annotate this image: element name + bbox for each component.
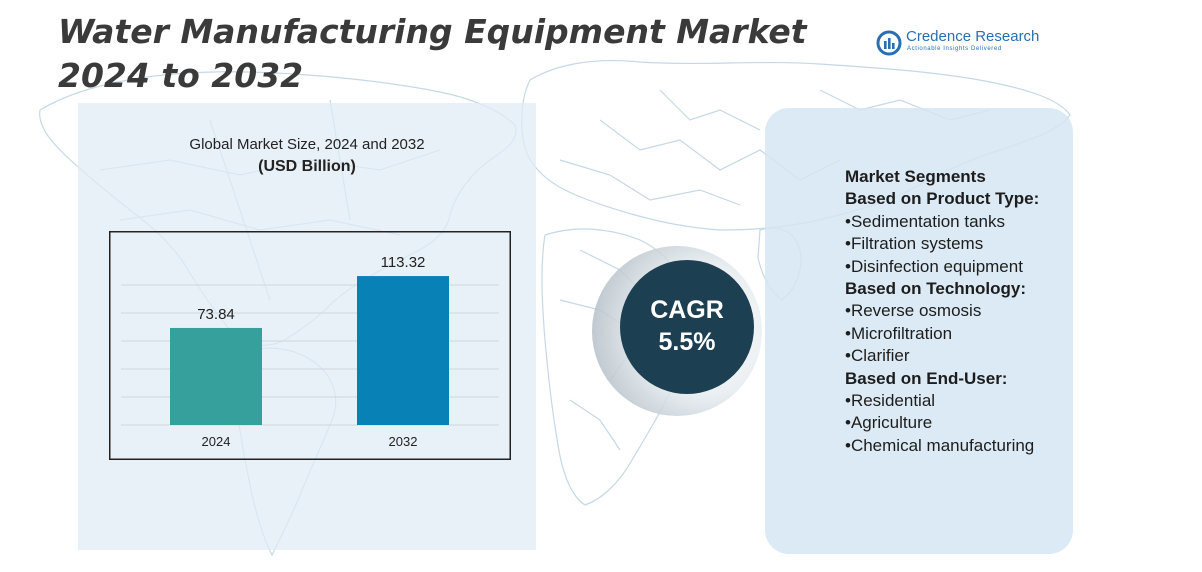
segment-item-label: Agriculture: [850, 413, 933, 433]
segment-item-label: Disinfection equipment: [850, 256, 1023, 276]
segment-item-label: Chemical manufacturing: [850, 435, 1035, 455]
x-tick-label-2032: 2032: [389, 434, 418, 449]
credence-logo-icon: [876, 30, 902, 56]
segments-heading: Market Segments: [845, 167, 986, 186]
x-tick-label-2024: 2024: [202, 434, 231, 449]
chart-x-tick-labels: 2024 2032: [202, 434, 418, 449]
segment-item: •Disinfection equipment: [845, 256, 1023, 276]
chart-bars: [170, 276, 449, 425]
segment-item: •Filtration systems: [845, 234, 984, 254]
segment-item: •Agriculture: [845, 413, 933, 433]
chart-unit-label: (USD Billion): [258, 158, 356, 175]
segment-item: •Sedimentation tanks: [845, 211, 1005, 231]
segment-group-title: Based on Product Type:: [845, 189, 1040, 209]
segment-item-label: Residential: [850, 391, 936, 411]
chart-title: Global Market Size, 2024 and 2032: [189, 136, 425, 153]
segments-panel: [765, 108, 1073, 554]
page-title: Water Manufacturing Equipment Market 202…: [58, 12, 807, 95]
credence-research-logo: Credence Research Actionable Insights De…: [876, 28, 1056, 58]
chart-border: [109, 231, 511, 460]
segment-item-label: Sedimentation tanks: [850, 211, 1005, 231]
logo-name: Credence Research: [906, 28, 1040, 45]
bar-2032: [357, 276, 449, 425]
data-label-2032: 113.32: [381, 254, 426, 271]
segment-item-label: Filtration systems: [850, 234, 984, 254]
cagr-label: CAGR: [650, 296, 724, 324]
chart-data-labels: 73.84 113.32: [197, 254, 425, 323]
segments-list: Market Segments Based on Product Type: •…: [845, 166, 1085, 457]
segment-item: •Reverse osmosis: [845, 301, 982, 321]
segment-group-title: Based on Technology:: [845, 279, 1027, 299]
segment-item-label: Clarifier: [850, 346, 910, 366]
bar-2024: [170, 327, 262, 425]
segment-item-label: Microfiltration: [850, 323, 953, 343]
cagr-badge: CAGR 5.5%: [620, 260, 754, 394]
chart-panel: [78, 103, 536, 550]
segment-item: •Chemical manufacturing: [845, 435, 1035, 455]
bar-chart: 73.84 113.32 2024 2032: [109, 231, 511, 460]
segment-group-title: Based on End-User:: [845, 368, 1008, 388]
cagr-value: 5.5%: [658, 328, 716, 356]
logo-tagline: Actionable Insights Delivered: [907, 46, 1002, 52]
data-label-2024: 73.84: [197, 306, 235, 323]
segment-item: •Microfiltration: [845, 323, 953, 343]
segment-item-label: Reverse osmosis: [850, 301, 982, 321]
segment-item: •Clarifier: [845, 346, 910, 366]
segment-item: •Residential: [845, 391, 936, 411]
